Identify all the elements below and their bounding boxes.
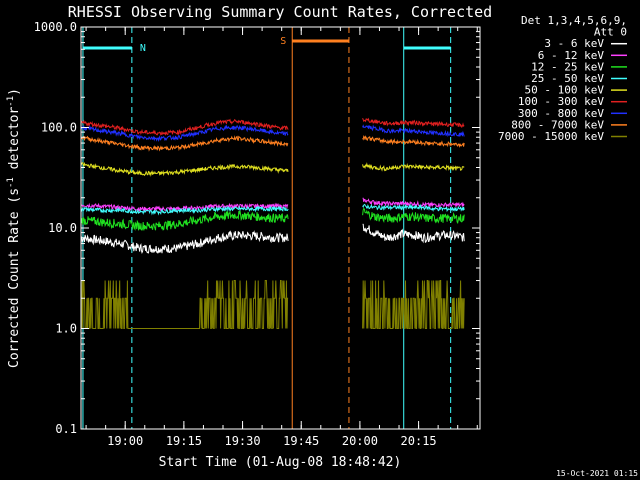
legend-header: Att 0 [594, 26, 627, 39]
x-axis-label: Start Time (01-Aug-08 18:48:42) [159, 455, 402, 470]
series-line [362, 203, 465, 213]
series-line [80, 124, 289, 143]
legend-entry-label: 300 - 800 keV [518, 107, 604, 120]
legend-entry-label: 50 - 100 keV [525, 84, 605, 97]
x-tick-label: 19:00 [107, 434, 143, 448]
y-axis-label-part: ) [7, 88, 22, 96]
series-line [80, 205, 289, 216]
legend-entry-label: 800 - 7000 keV [511, 118, 604, 131]
legend-header: Det 1,3,4,5,6,9, [521, 14, 627, 27]
y-axis-label-superscript: -1 [6, 177, 16, 188]
x-tick-label: 19:15 [166, 434, 202, 448]
x-tick-label: 20:15 [401, 434, 437, 448]
y-axis-label: Corrected Count Rate (s-1 detector-1) [6, 88, 22, 368]
series-line [81, 280, 289, 329]
series-line [362, 207, 465, 224]
y-tick-label: 1000.0 [34, 20, 77, 34]
plot-area [80, 117, 465, 329]
legend-entry-label: 12 - 25 keV [531, 60, 604, 73]
annotation-label: S [280, 36, 286, 47]
y-tick-label: 10.0 [48, 221, 77, 235]
series-line [362, 197, 465, 208]
axes: 1000.0 100.0 10.0 1.0 0.1 19:00 19:15 19:30 19:4… [34, 20, 481, 448]
legend-entry-label: 25 - 50 keV [531, 72, 604, 85]
annotation-label: N [140, 43, 146, 54]
series-line [81, 135, 289, 152]
x-tick-label: 19:45 [283, 434, 319, 448]
series-line [81, 161, 289, 177]
series-line [362, 135, 465, 148]
y-axis-label-superscript: -1 [6, 96, 16, 107]
series-line [80, 210, 289, 231]
legend-entry-label: 100 - 300 keV [518, 95, 604, 108]
y-tick-label: 1.0 [55, 322, 77, 336]
series-line [362, 117, 465, 129]
x-tick-label: 19:30 [224, 434, 260, 448]
annotation-layer: NS [82, 27, 452, 429]
y-tick-label: 100.0 [41, 121, 77, 135]
series-line [362, 162, 465, 172]
series-line [362, 124, 465, 138]
timestamp-stamp: 15-Oct-2021 01:15 [556, 469, 638, 478]
legend-entry-label: 3 - 6 keV [544, 37, 604, 50]
series-line [362, 280, 465, 329]
legend-entry-label: 7000 - 15000 keV [498, 130, 604, 143]
series-line [80, 202, 289, 213]
chart-title: RHESSI Observing Summary Count Rates, Co… [68, 3, 492, 21]
y-axis-label-part: detector [7, 107, 22, 178]
y-tick-label: 0.1 [55, 422, 77, 436]
series-line [80, 118, 289, 136]
series-line [80, 230, 289, 254]
y-axis-label-part: Corrected Count Rate (s [7, 188, 22, 368]
series-line [362, 223, 465, 244]
legend-entry-label: 6 - 12 keV [538, 49, 605, 62]
x-tick-label: 20:00 [342, 434, 378, 448]
